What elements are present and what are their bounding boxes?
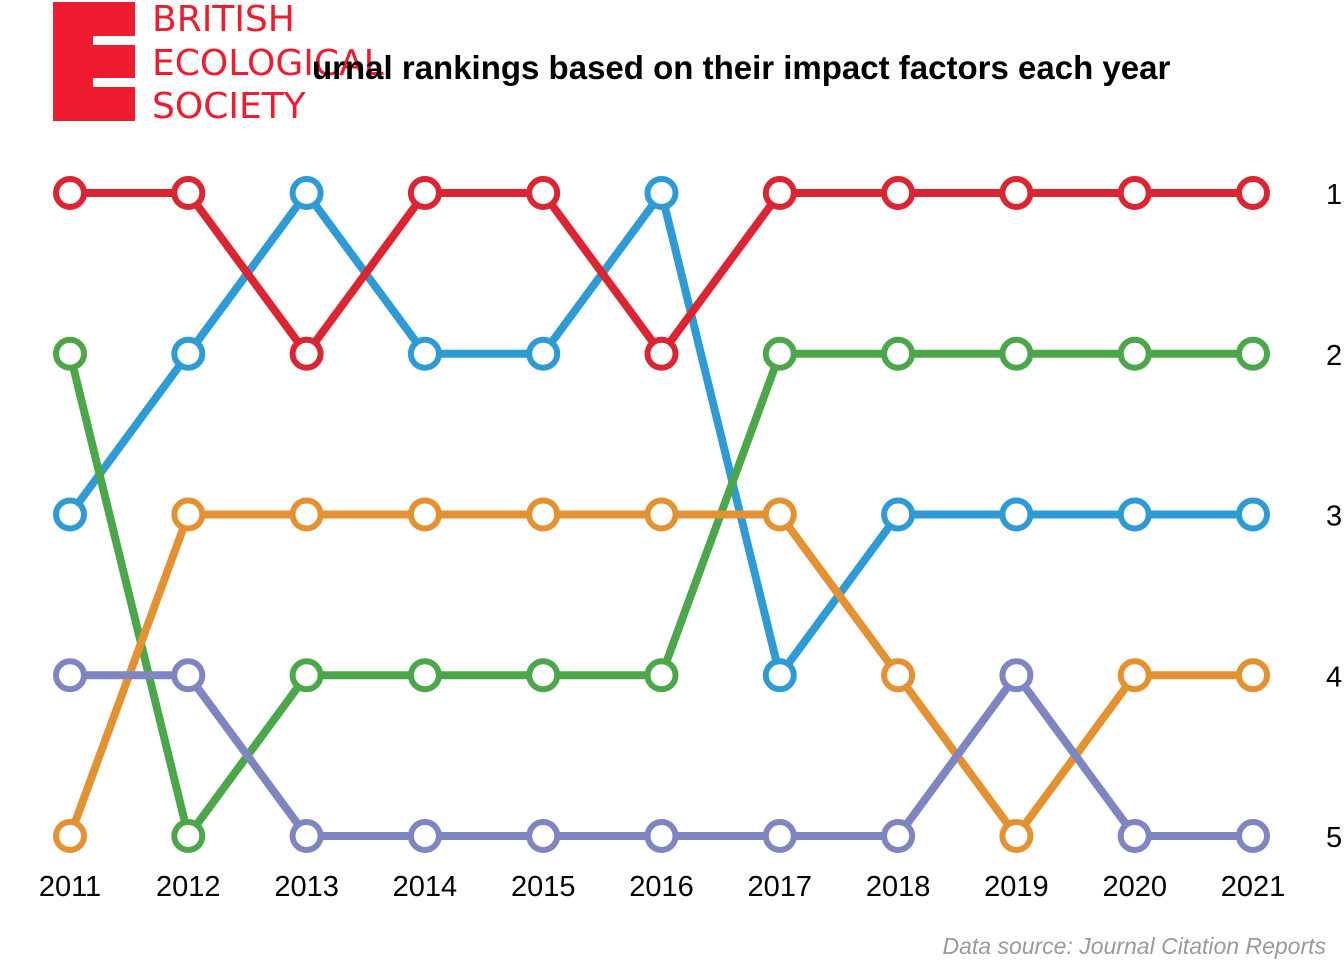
series-2-point-2019: [999, 336, 1034, 371]
y-tick-label-5: 5: [1326, 822, 1342, 854]
series-4-point-2020: [1117, 819, 1152, 853]
series-2-point-2016: [644, 658, 679, 693]
series-2-point-2020: [1117, 336, 1152, 371]
series-3-point-2015: [526, 497, 561, 532]
logo-mark: [53, 2, 135, 121]
y-tick-label-4: 4: [1326, 661, 1342, 693]
series-5-point-2020: [1117, 176, 1152, 210]
x-tick-label-2017: 2017: [748, 871, 813, 903]
y-axis-tick-labels: 1 2 3 4 5: [1326, 179, 1342, 854]
series-3-point-2012: [171, 497, 206, 532]
series-3-point-2021: [1236, 658, 1270, 693]
series-1-point-2015: [526, 336, 561, 371]
y-tick-label-1: 1: [1326, 179, 1342, 211]
x-tick-label-2016: 2016: [629, 871, 694, 903]
series-3: [53, 497, 1270, 853]
x-tick-label-2018: 2018: [866, 871, 931, 903]
series-5-line: [66, 189, 1257, 358]
series-1-point-2016: [644, 176, 679, 210]
series-3-point-2018: [881, 658, 916, 693]
series-5-point-2019: [999, 176, 1034, 210]
series-4-point-2016: [644, 819, 679, 853]
x-tick-label-2014: 2014: [393, 871, 458, 903]
series-3-point-2019: [999, 819, 1034, 853]
series-5-point-2013: [289, 336, 324, 371]
series-4-point-2017: [762, 819, 797, 853]
series-4-point-2021: [1236, 819, 1270, 853]
series-5-point-2012: [171, 176, 206, 210]
series-5: [53, 176, 1270, 371]
series-1-point-2020: [1117, 497, 1152, 532]
series-2-point-2021: [1236, 336, 1270, 371]
series-3-point-2013: [289, 497, 324, 532]
series-3-point-2014: [407, 497, 442, 532]
logo-mark-cutouts: [93, 36, 135, 87]
x-tick-label-2011: 2011: [39, 871, 101, 903]
series-4-point-2019: [999, 658, 1034, 693]
series-3-point-2016: [644, 497, 679, 532]
series-4-line: [66, 671, 1257, 840]
series-1: [53, 176, 1270, 693]
series-1-point-2012: [171, 336, 206, 371]
y-tick-label-2: 2: [1326, 340, 1342, 372]
series-4-point-2013: [289, 819, 324, 853]
series-3-point-2017: [762, 497, 797, 532]
series-2-point-2013: [289, 658, 324, 693]
series-4-point-2012: [171, 658, 206, 693]
chart-title: urnal rankings based on their impact fac…: [312, 49, 1170, 86]
logo-text-line-1: BRITISH: [152, 0, 295, 40]
series-3-point-2011: [53, 819, 87, 853]
series-2-line: [66, 349, 1257, 840]
series-1-point-2018: [881, 497, 916, 532]
series-2: [53, 336, 1270, 853]
series-2-point-2012: [171, 819, 206, 853]
series-1-point-2019: [999, 497, 1034, 532]
series-5-point-2015: [526, 176, 561, 210]
logo-text-line-2: ECOLOGICAL: [152, 43, 384, 84]
series-layer: [53, 176, 1270, 853]
series-5-point-2016: [644, 336, 679, 371]
x-tick-label-2012: 2012: [156, 871, 221, 903]
series-5-point-2011: [53, 176, 87, 210]
series-1-point-2013: [289, 176, 324, 210]
series-5-point-2017: [762, 176, 797, 210]
series-1-point-2017: [762, 658, 797, 693]
logo: BRITISH ECOLOGICAL SOCIETY: [53, 0, 384, 127]
series-5-point-2018: [881, 176, 916, 210]
x-tick-label-2013: 2013: [274, 871, 339, 903]
series-2-point-2017: [762, 336, 797, 371]
x-axis-tick-labels: 2011 2012 2013 2014 2015 2016 2017 2018 2019 2020…: [39, 871, 1285, 903]
x-tick-label-2019: 2019: [984, 871, 1049, 903]
series-2-point-2014: [407, 658, 442, 693]
logo-text-line-3: SOCIETY: [152, 86, 307, 127]
series-1-line: [66, 189, 1257, 680]
series-5-point-2021: [1236, 176, 1270, 210]
series-3-point-2020: [1117, 658, 1152, 693]
y-tick-label-3: 3: [1326, 501, 1342, 533]
x-tick-label-2015: 2015: [511, 871, 576, 903]
series-2-point-2018: [881, 336, 916, 371]
series-5-point-2014: [407, 176, 442, 210]
series-1-point-2021: [1236, 497, 1270, 532]
series-2-point-2015: [526, 658, 561, 693]
x-tick-label-2021: 2021: [1221, 871, 1286, 903]
series-1-point-2014: [407, 336, 442, 371]
series-1-point-2011: [53, 497, 87, 532]
series-4-point-2014: [407, 819, 442, 853]
series-4-point-2015: [526, 819, 561, 853]
series-2-point-2011: [53, 336, 87, 371]
series-4: [53, 658, 1270, 853]
x-tick-label-2020: 2020: [1102, 871, 1167, 903]
series-4-point-2011: [53, 658, 87, 693]
series-4-point-2018: [881, 819, 916, 853]
source-note: Data source: Journal Citation Reports: [942, 933, 1326, 959]
